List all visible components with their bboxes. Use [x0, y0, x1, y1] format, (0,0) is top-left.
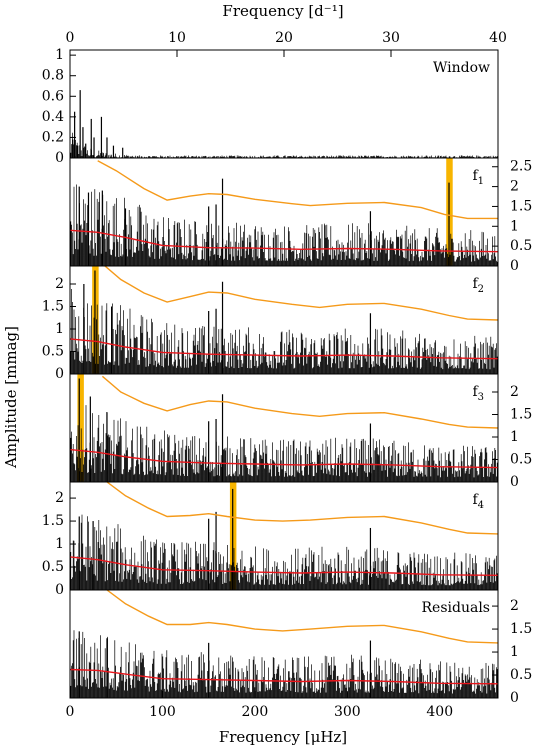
panels-group: 0 0.2 0.4 0.6 0.8 1 Window 0 0.5 1 1.5 2 2.5 f1 0 0.5 1 1…	[42, 47, 533, 706]
top-x-tick-label: 40	[489, 30, 507, 46]
top-x-tick-label: 20	[275, 30, 293, 46]
y-tick-label: 1.5	[42, 299, 64, 315]
panel-2: 0 0.5 1 1.5 2 2.5 f1	[69, 157, 532, 274]
y-tick-label: 1	[510, 218, 519, 234]
y-tick-label: 0	[55, 582, 64, 598]
y-tick-label: 1	[510, 429, 519, 445]
panel-label-subscript: 4	[478, 500, 484, 511]
panel-label: Window	[433, 60, 490, 76]
y-tick-label: 0	[55, 150, 64, 166]
panel-4: 0 0.5 1 1.5 2 f3	[69, 373, 532, 490]
y-tick-label: 0.5	[510, 452, 532, 468]
amplitude-spectrum	[70, 514, 498, 590]
y-axis-title: Amplitude [mmag]	[2, 326, 20, 469]
noise-level-line	[70, 448, 498, 469]
amplitude-spectrum	[70, 132, 498, 158]
panel-label: f1	[472, 168, 484, 187]
panel-label: f4	[472, 492, 484, 511]
panel-3: 00.511.52 f2	[42, 265, 499, 382]
y-tick-label: 0.5	[42, 559, 64, 575]
noise-level-line	[70, 556, 498, 576]
y-tick-label: 0.5	[510, 238, 532, 254]
y-tick-label: 1	[55, 536, 64, 552]
y-tick-label: 2	[55, 490, 64, 506]
amplitude-spectrum	[70, 630, 498, 698]
panel-5: 0 0.5 1 1.5 2 f4	[42, 481, 499, 598]
panel-label-subscript: 2	[478, 284, 484, 295]
y-tick-label: 0.5	[510, 667, 532, 683]
y-tick-label: 1	[510, 644, 519, 660]
y-tick-label: 1.5	[510, 407, 532, 423]
top-x-tick-label: 10	[168, 30, 186, 46]
y-tick-label: 0	[55, 366, 64, 382]
significance-threshold-line	[97, 160, 498, 220]
panel-1: 0 0.2 0.4 0.6 0.8 1 Window	[42, 47, 499, 166]
panel-label-subscript: 1	[478, 176, 484, 187]
y-tick-label: 0.5	[42, 344, 64, 360]
panel-label: f2	[472, 276, 484, 295]
y-tick-label: 0	[510, 474, 519, 490]
amplitude-spectrum	[70, 402, 498, 482]
panel-frame	[69, 589, 499, 699]
bottom-x-tick-label: 100	[149, 704, 176, 720]
y-tick-label: 2	[55, 276, 64, 292]
y-tick-label: 1	[55, 321, 64, 337]
y-tick-label: 0.4	[42, 109, 64, 125]
panel-6: 0 0.5 1 1.5 2 Residuals	[69, 589, 532, 706]
bottom-x-tick-label: 0	[66, 704, 75, 720]
significance-threshold-line	[103, 266, 498, 321]
x-axis-ticks: 0 10 20 30 400 100 200 300 400	[66, 30, 507, 720]
bottom-x-tick-label: 200	[242, 704, 269, 720]
y-tick-label: 0.6	[42, 88, 64, 104]
top-x-tick-label: 0	[66, 30, 75, 46]
noise-level-line	[70, 338, 498, 360]
y-tick-label: 1	[55, 47, 64, 63]
bottom-axis-title: Frequency [μHz]	[219, 728, 347, 746]
significance-threshold-line	[106, 590, 498, 644]
top-axis-title: Frequency [d⁻¹]	[222, 2, 343, 20]
bottom-x-tick-label: 400	[426, 704, 453, 720]
y-tick-label: 1.5	[510, 198, 532, 214]
top-x-tick-label: 30	[382, 30, 400, 46]
noise-level-line	[70, 668, 498, 685]
noise-level-line	[70, 229, 498, 253]
panel-label-subscript: 3	[478, 392, 484, 403]
y-tick-label: 0.2	[42, 129, 64, 145]
y-tick-label: 2	[510, 179, 519, 195]
y-tick-label: 0.8	[42, 68, 64, 84]
y-tick-label: 0	[510, 258, 519, 274]
y-tick-label: 0	[510, 690, 519, 706]
y-tick-label: 2.5	[510, 159, 532, 175]
bottom-x-tick-label: 300	[334, 704, 361, 720]
panel-label: f3	[472, 384, 484, 403]
amplitude-spectrum	[70, 289, 498, 374]
highlight-band	[77, 374, 84, 482]
significance-threshold-line	[106, 482, 498, 535]
y-tick-label: 2	[510, 598, 519, 614]
panel-label: Residuals	[422, 600, 490, 616]
y-tick-label: 1.5	[510, 621, 532, 637]
amplitude-spectrum	[70, 184, 498, 266]
y-tick-label: 1.5	[42, 513, 64, 529]
significance-threshold-line	[101, 375, 498, 429]
y-tick-label: 2	[510, 384, 519, 400]
